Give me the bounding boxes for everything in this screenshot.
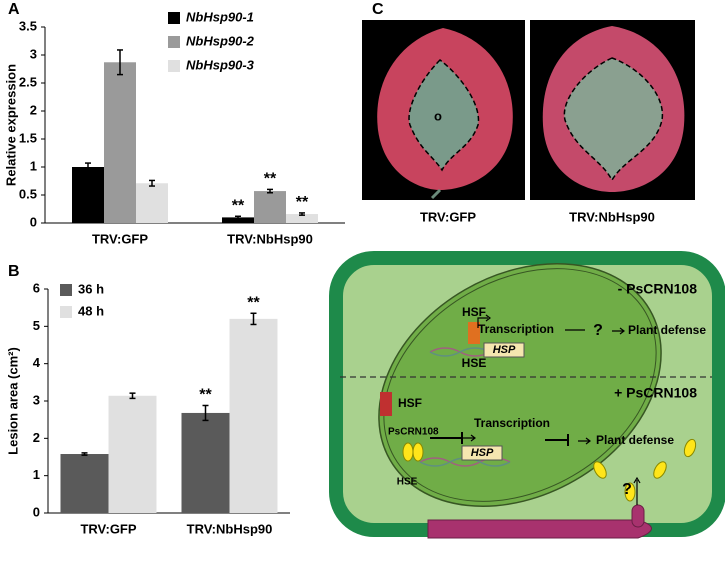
x-tick-label: TRV:NbHsp90 — [227, 231, 313, 246]
bar — [108, 395, 157, 513]
significance: ** — [199, 387, 212, 404]
y-tick-label: 6 — [33, 280, 40, 295]
x-tick-label: TRV:GFP — [80, 521, 136, 536]
bar — [104, 62, 136, 223]
legend-swatch — [168, 60, 180, 72]
photo-caption: TRV:NbHsp90 — [569, 209, 655, 224]
bar — [254, 191, 286, 223]
panel-label: C — [372, 1, 384, 18]
y-tick-label: 2 — [30, 102, 37, 117]
legend-swatch — [60, 284, 72, 296]
y-tick-label: 2.5 — [19, 74, 37, 89]
y-tick-label: 5 — [33, 318, 40, 333]
photo — [530, 20, 695, 200]
legend-swatch — [168, 12, 180, 24]
legend-label: 36 h — [78, 281, 104, 296]
hse-label: HSE — [462, 356, 487, 370]
photo — [362, 20, 525, 200]
y-axis-label: Relative expression — [3, 64, 18, 186]
x-tick-label: TRV:GFP — [92, 231, 148, 246]
bar — [136, 183, 168, 223]
bar — [60, 454, 109, 513]
bar — [222, 217, 254, 223]
defense-label: Plant defense — [628, 323, 706, 337]
photo-marker: o — [434, 108, 442, 123]
y-tick-label: 0 — [30, 214, 37, 229]
significance: ** — [247, 294, 260, 311]
effector-label: PsCRN108 — [388, 427, 439, 438]
question-mark: ? — [622, 481, 632, 498]
legend-label: NbHsp90-1 — [186, 9, 254, 24]
diagram — [329, 251, 725, 539]
significance: ** — [232, 197, 245, 214]
y-tick-label: 2 — [33, 430, 40, 445]
hsf-label: HSF — [462, 305, 486, 319]
y-tick-label: 0 — [33, 504, 40, 519]
transcription-label: Transcription — [474, 416, 550, 430]
condition-label: + PsCRN108 — [614, 385, 697, 401]
x-tick-label: TRV:NbHsp90 — [187, 521, 273, 536]
transcription-label: Transcription — [478, 322, 554, 336]
legend-label: NbHsp90-2 — [186, 33, 255, 48]
y-tick-label: 4 — [33, 355, 41, 370]
hsp-label: HSP — [471, 447, 494, 459]
bar — [181, 412, 230, 513]
hse-label: HSE — [397, 477, 418, 488]
y-tick-label: 1 — [30, 158, 37, 173]
y-axis-label: Lesion area (cm²) — [5, 347, 20, 455]
bar — [72, 167, 104, 223]
hsf-label: HSF — [398, 396, 422, 410]
condition-label: - PsCRN108 — [618, 281, 698, 297]
bar — [229, 318, 278, 513]
y-tick-label: 0.5 — [19, 186, 37, 201]
y-tick-label: 1.5 — [19, 130, 37, 145]
legend-swatch — [60, 306, 72, 318]
bar — [286, 214, 318, 223]
significance: ** — [264, 171, 277, 188]
panel-label: A — [8, 1, 20, 18]
legend-label: 48 h — [78, 303, 104, 318]
question-mark: ? — [593, 322, 603, 339]
significance: ** — [296, 194, 309, 211]
photo-caption: TRV:GFP — [420, 209, 476, 224]
y-tick-label: 3.5 — [19, 18, 37, 33]
y-tick-label: 1 — [33, 467, 40, 482]
y-tick-label: 3 — [30, 46, 37, 61]
defense-label: Plant defense — [596, 433, 674, 447]
y-tick-label: 3 — [33, 392, 40, 407]
legend-swatch — [168, 36, 180, 48]
panel-label: B — [8, 263, 20, 280]
legend-label: NbHsp90-3 — [186, 57, 255, 72]
hsp-label: HSP — [493, 344, 516, 356]
